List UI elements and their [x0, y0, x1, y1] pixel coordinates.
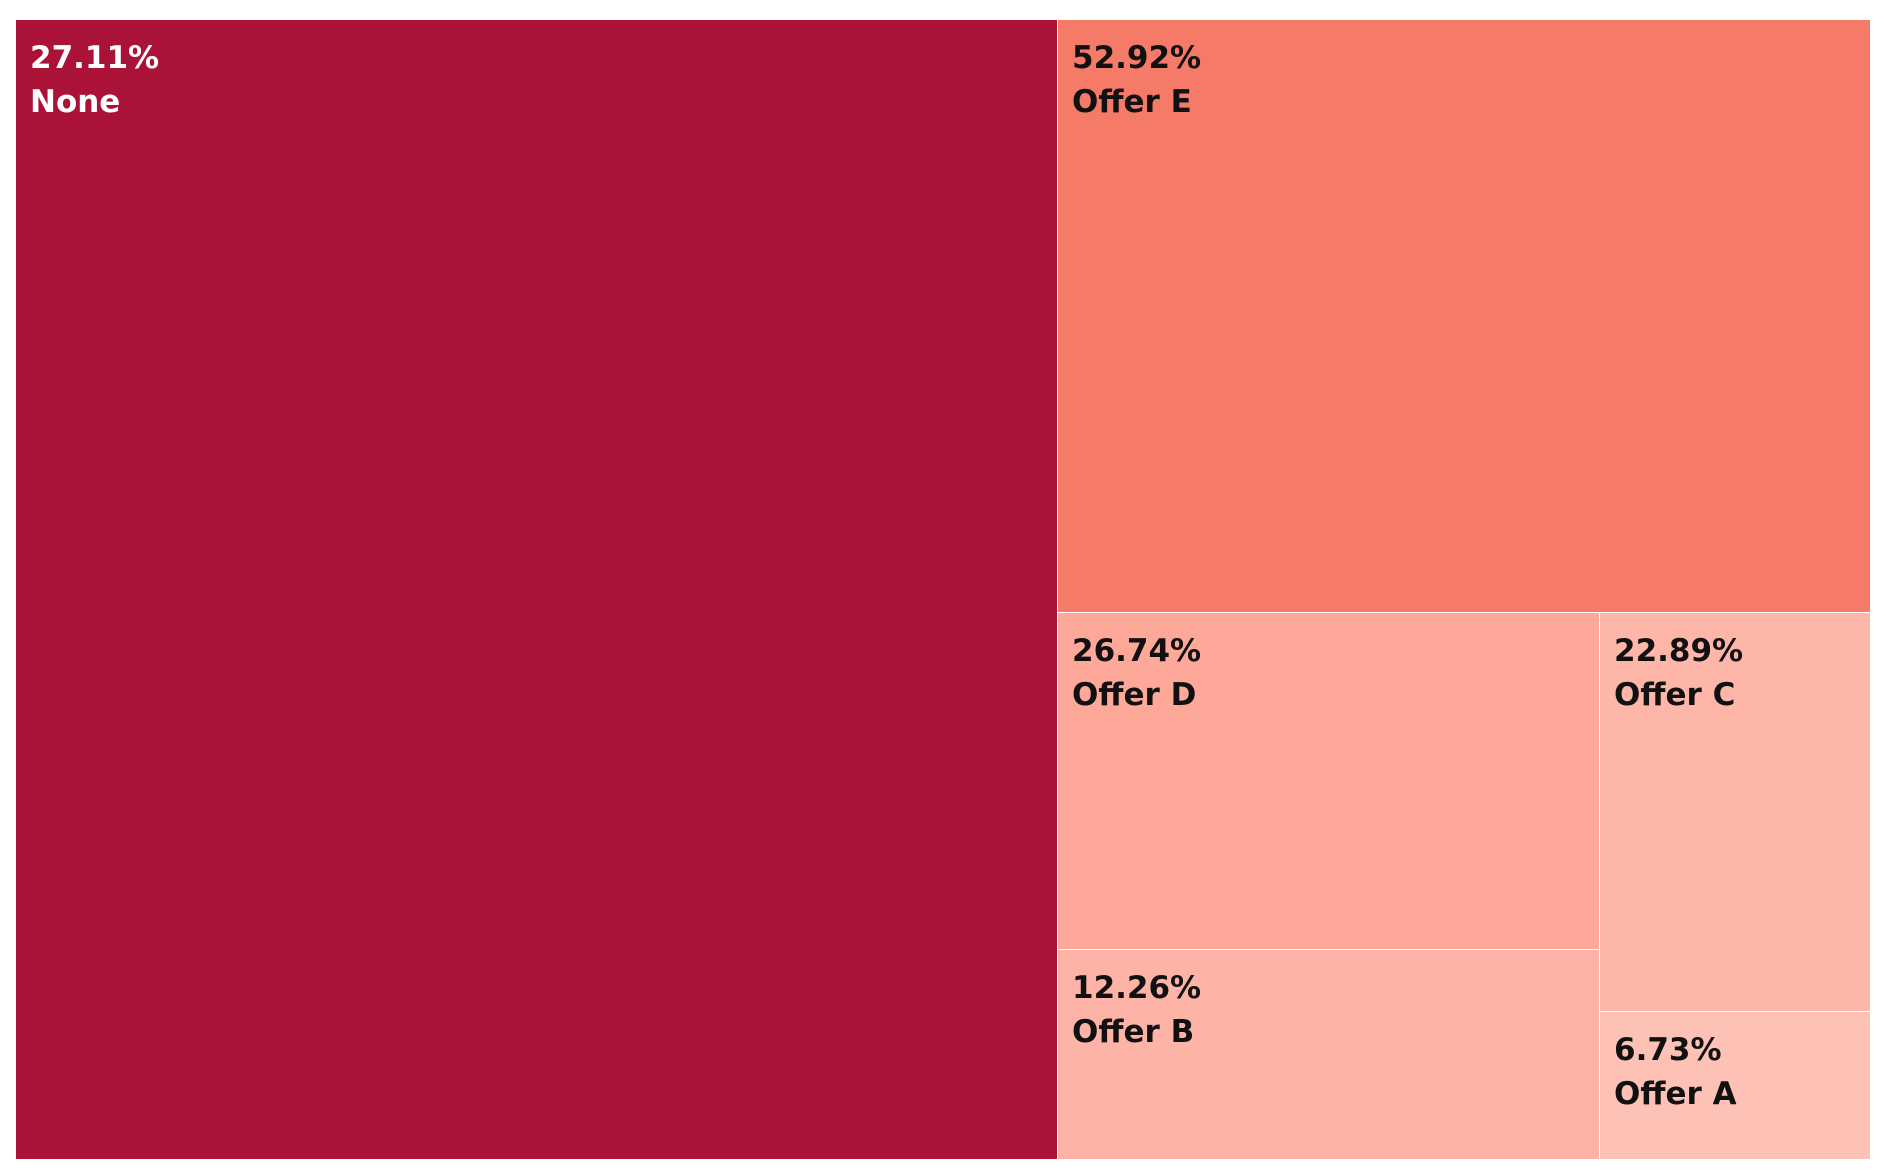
treemap-value-label-offer-e: 52.92% [1072, 40, 1201, 76]
treemap-category-label-offer-d: Offer D [1072, 677, 1196, 713]
treemap-value-label-offer-a: 6.73% [1614, 1032, 1722, 1068]
treemap-category-label-offer-e: Offer E [1072, 84, 1192, 120]
treemap-category-label-offer-b: Offer B [1072, 1014, 1194, 1050]
treemap-value-label-none: 27.11% [30, 40, 159, 76]
treemap-rect-offer-d [1058, 613, 1599, 949]
treemap-category-label-offer-c: Offer C [1614, 677, 1735, 713]
treemap-tile-offer-d: 26.74% Offer D [1058, 613, 1599, 949]
treemap-category-label-none: None [30, 84, 120, 120]
treemap-tile-none: 27.11% None [16, 20, 1057, 1159]
treemap-tile-offer-c: 22.89% Offer C [1600, 613, 1870, 1011]
treemap-value-label-offer-b: 12.26% [1072, 970, 1201, 1006]
treemap-rect-none [16, 20, 1057, 1159]
treemap-rect-offer-b [1058, 950, 1599, 1159]
treemap-tile-offer-a: 6.73% Offer A [1600, 1012, 1870, 1159]
treemap-value-label-offer-c: 22.89% [1614, 633, 1743, 669]
treemap-rect-offer-a [1600, 1012, 1870, 1159]
treemap-category-label-offer-a: Offer A [1614, 1076, 1737, 1112]
treemap-tile-offer-b: 12.26% Offer B [1058, 950, 1599, 1159]
treemap-value-label-offer-d: 26.74% [1072, 633, 1201, 669]
treemap-rect-offer-e [1058, 20, 1870, 612]
treemap-rect-offer-c [1600, 613, 1870, 1011]
treemap-tile-offer-e: 52.92% Offer E [1058, 20, 1870, 612]
